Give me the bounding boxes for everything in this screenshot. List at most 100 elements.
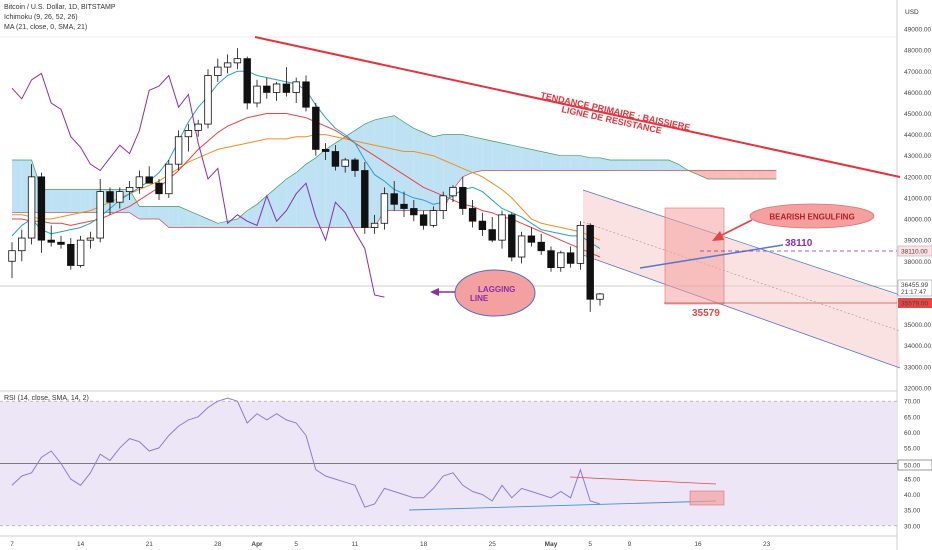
currency-label: USD <box>905 9 919 16</box>
cloud-segment <box>237 210 248 228</box>
candle <box>459 186 467 209</box>
candle <box>566 252 575 264</box>
cloud-segment <box>335 136 346 228</box>
cloud-segment <box>609 160 620 171</box>
engulfing-arrow-head <box>712 231 724 241</box>
cloud-segment <box>453 134 463 190</box>
time-tick-label: May <box>545 541 558 548</box>
lagging-label: LAGGING <box>478 285 515 294</box>
candle <box>145 176 153 184</box>
candle <box>165 163 173 195</box>
lagging-label-2: LINE <box>470 294 489 303</box>
channel-bottom-line <box>582 254 901 369</box>
candle <box>586 224 594 300</box>
cloud-segment <box>433 134 444 211</box>
price-tick-label: 35000.00 <box>904 322 931 329</box>
time-tick-label: 14 <box>77 541 85 548</box>
cloud-segment <box>394 115 404 211</box>
cloud-segment <box>217 221 228 228</box>
cloud-segment <box>727 170 738 179</box>
candle <box>351 159 359 171</box>
candle <box>223 62 232 68</box>
time-tick-label: 9 <box>628 541 632 548</box>
time-tick-label: 25 <box>489 541 497 548</box>
cloud-segment <box>629 160 640 171</box>
channel-top-line <box>582 189 901 296</box>
cloud-segment <box>286 172 297 228</box>
candle <box>263 85 271 93</box>
ichimoku-legend: Ichimoku (9, 26, 52, 26) <box>4 14 78 21</box>
candle <box>233 58 242 64</box>
candle <box>390 193 398 205</box>
candle <box>8 250 16 262</box>
tag-35579-value: 35579.00 <box>901 301 928 308</box>
cloud-segment <box>639 160 649 171</box>
candle <box>517 235 526 258</box>
price-tick-label: 32000.00 <box>904 385 931 392</box>
price-tick-label: 43000.00 <box>904 153 931 160</box>
cloud-segment <box>61 189 71 213</box>
rsi-tick-label: 40.00 <box>904 492 921 499</box>
rsi-tick-label: 30.00 <box>904 523 921 530</box>
candle <box>155 182 163 195</box>
rsi-legend: RSI (14, close, SMA, 14, 2) <box>4 395 89 402</box>
rsi-panel <box>0 397 897 527</box>
senkou-span-a <box>12 115 777 224</box>
candle <box>96 191 104 239</box>
candle <box>419 214 428 226</box>
candle <box>478 220 487 231</box>
candle <box>302 81 310 108</box>
resistance-38110-line <box>639 244 784 269</box>
lagging-bubble <box>454 269 536 317</box>
cloud-segment <box>658 160 669 171</box>
tag-35579-box <box>898 298 932 308</box>
rsi-support-line <box>408 500 717 511</box>
cloud-segment <box>649 160 659 171</box>
candles <box>8 48 604 312</box>
candle <box>429 210 438 226</box>
candle <box>410 208 418 216</box>
resistance-trendline <box>254 36 901 178</box>
time-tick-label: 28 <box>214 541 222 548</box>
candle <box>204 75 212 125</box>
cloud-segment <box>482 138 493 171</box>
cloud-segment <box>345 130 355 228</box>
cloud-segment <box>208 219 218 228</box>
candle <box>331 151 340 167</box>
price-tick-label: 46000.00 <box>904 90 931 97</box>
cloud-segment <box>521 147 532 171</box>
candle <box>174 136 183 165</box>
candle <box>116 191 124 203</box>
candle <box>557 252 565 268</box>
candle <box>341 159 349 167</box>
price-tick-label: 45000.00 <box>904 111 931 118</box>
time-tick-label: 18 <box>420 541 428 548</box>
rsi-tick-label: 35.00 <box>904 508 921 515</box>
engulfing-label: BEARISH ENGULFING <box>769 213 854 222</box>
cloud-segment <box>560 155 571 171</box>
candle <box>135 176 144 188</box>
candle <box>488 229 496 241</box>
price-tick-label: 34000.00 <box>904 343 931 350</box>
cloud-segment <box>149 206 159 219</box>
candle <box>253 85 261 104</box>
price-tag-value: 36455.99 <box>901 282 928 289</box>
candle <box>86 237 95 241</box>
candle <box>547 250 555 268</box>
candle <box>37 176 46 241</box>
candle <box>596 293 604 300</box>
candle <box>380 193 389 224</box>
cloud-segment <box>12 160 22 213</box>
cloud-segment <box>404 122 414 211</box>
price-tick-label: 42000.00 <box>904 174 931 181</box>
rsi-current-value: 50.00 <box>904 463 921 470</box>
cloud-segment <box>737 170 747 179</box>
cloud-segment <box>668 160 679 171</box>
tag-38110-box <box>897 245 932 257</box>
cloud-segment <box>619 160 630 171</box>
engulfing-bubble <box>749 203 875 229</box>
candle <box>468 208 477 222</box>
cloud-segment <box>306 157 316 228</box>
cloud-segment <box>178 206 189 228</box>
cloud-segment <box>511 145 522 171</box>
